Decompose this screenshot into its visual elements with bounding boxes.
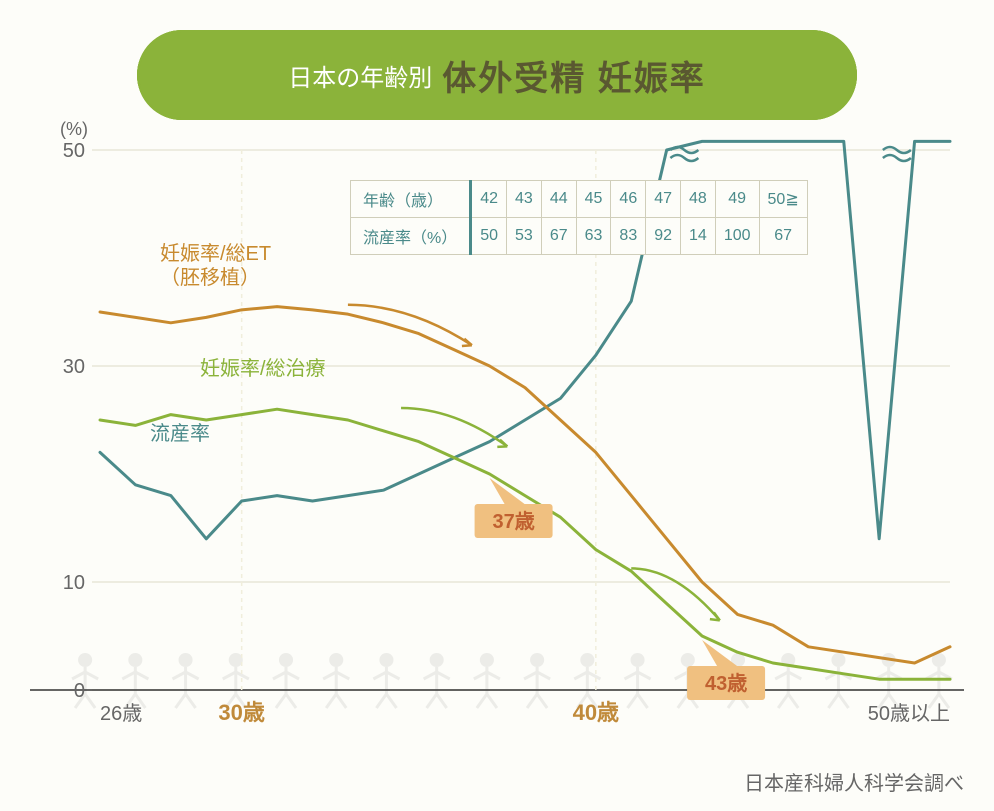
title-main: 体外受精 妊娠率 — [442, 51, 705, 100]
svg-text:流産率: 流産率 — [150, 422, 210, 445]
svg-text:50歳以上: 50歳以上 — [868, 702, 950, 725]
svg-text:妊娠率/総ET: 妊娠率/総ET — [160, 242, 271, 265]
table-row-age: 年齢（歳） 424344454647484950≧ — [351, 181, 808, 218]
svg-text:26歳: 26歳 — [100, 702, 142, 725]
table-cell: 48 — [681, 181, 716, 218]
table-cell: 45 — [576, 181, 611, 218]
miscarriage-rate-table: 年齢（歳） 424344454647484950≧ 流産率（%） 5053676… — [350, 180, 808, 255]
table-cell: 63 — [576, 218, 611, 255]
table-cell: 42 — [471, 181, 507, 218]
table-cell: 49 — [715, 181, 759, 218]
table-cell: 47 — [646, 181, 681, 218]
chart-container: 日本の年齢別 体外受精 妊娠率 (%) 0 10 30 50 26歳 30歳 40歳 50歳以… — [0, 0, 994, 811]
table-header-age: 年齢（歳） — [351, 181, 471, 218]
svg-text:50: 50 — [63, 140, 85, 162]
callouts: 37歳 43歳 — [475, 478, 765, 700]
table-cell: 67 — [759, 218, 807, 255]
svg-text:(%): (%) — [60, 119, 88, 139]
data-source-label: 日本産科婦人科学会調べ — [744, 767, 964, 796]
svg-text:37歳: 37歳 — [492, 509, 534, 533]
table-cell: 67 — [541, 218, 576, 255]
table-cell: 83 — [611, 218, 646, 255]
table-cell: 50 — [471, 218, 507, 255]
table-cell: 44 — [541, 181, 576, 218]
table-cell: 14 — [681, 218, 716, 255]
table-cell: 100 — [715, 218, 759, 255]
y-axis: (%) 0 10 30 50 — [60, 119, 88, 702]
svg-text:40歳: 40歳 — [573, 700, 619, 725]
svg-text:10: 10 — [63, 572, 85, 594]
table-header-rate: 流産率（%） — [351, 218, 471, 255]
table-cell: 92 — [646, 218, 681, 255]
svg-text:0: 0 — [74, 680, 85, 702]
table-cell: 43 — [507, 181, 542, 218]
svg-text:43歳: 43歳 — [705, 671, 747, 695]
title-prefix: 日本の年齢別 — [288, 58, 432, 93]
table-cell: 46 — [611, 181, 646, 218]
axis-break-marks — [670, 147, 911, 161]
svg-text:30: 30 — [63, 356, 85, 378]
table-cell: 50≧ — [759, 181, 807, 218]
x-axis: 26歳 30歳 40歳 50歳以上 — [100, 700, 950, 725]
svg-text:30歳: 30歳 — [218, 700, 264, 725]
table-cell: 53 — [507, 218, 542, 255]
svg-text:（胚移植）: （胚移植） — [160, 266, 260, 289]
svg-text:妊娠率/総治療: 妊娠率/総治療 — [200, 357, 326, 380]
trend-arrows — [348, 305, 720, 621]
table-row-rate: 流産率（%） 5053676383921410067 — [351, 218, 808, 255]
